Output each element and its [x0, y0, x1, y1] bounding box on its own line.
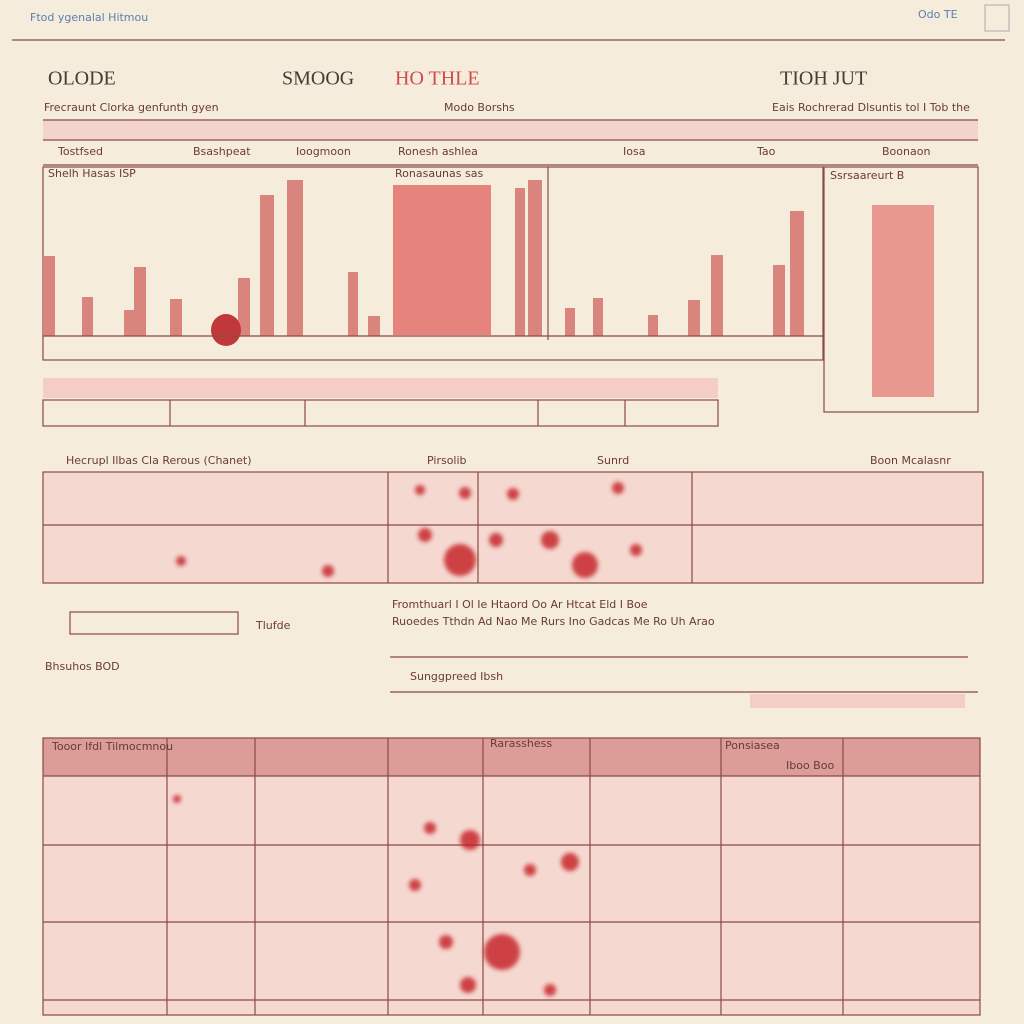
note: Sunggpreed Ibsh [410, 670, 503, 683]
column-label: Ronesh ashlea [398, 145, 478, 158]
section-label: Pirsolib [427, 454, 467, 467]
chart-label: Ronasaunas sas [395, 167, 483, 180]
subtitle: Frecraunt Clorka genfunth gyen [44, 101, 219, 114]
section-label: Sunrd [597, 454, 629, 467]
column-label: Iosa [623, 145, 645, 158]
table-header: Ponsiasea [725, 739, 780, 752]
column-label: Tao [756, 145, 776, 158]
chart-label: Shelh Hasas ISP [48, 167, 136, 180]
subtitle: Modo Borshs [444, 101, 515, 114]
chart-label: Ssrsaareurt B [830, 169, 904, 182]
subtitle: Eais Rochrerad Dlsuntis tol I Tob the [772, 101, 970, 114]
header-title: Ftod ygenalal Hitmou [30, 11, 148, 24]
column-label: Bsashpeat [193, 145, 251, 158]
note: Tlufde [255, 619, 291, 632]
note: Bhsuhos BOD [45, 660, 120, 673]
heading: OLODE [48, 68, 116, 90]
table-header: Rarasshess [490, 737, 552, 750]
note: Ruoedes Tthdn Ad Nao Me Rurs Ino Gadcas … [392, 615, 715, 628]
heading: SMOOG [282, 68, 354, 90]
note: Fromthuarl I Ol Ie Htaord Oo Ar Htcat El… [392, 598, 648, 611]
section-label: Boon Mcalasnr [870, 454, 951, 467]
header-badge: Odo TE [918, 8, 958, 21]
heading: HO THLE [395, 68, 480, 90]
heading: TIOH JUT [780, 68, 867, 90]
column-label: Tostfsed [57, 145, 103, 158]
table-header: Tooor Ifdl Tilmocmnou [51, 740, 173, 753]
table-header: Iboo Boo [786, 759, 834, 772]
layout [12, 4, 1010, 1016]
column-label: Boonaon [882, 145, 930, 158]
column-label: Ioogmoon [296, 145, 351, 158]
section-label: Hecrupl Ilbas Cla Rerous (Chanet) [66, 454, 252, 467]
